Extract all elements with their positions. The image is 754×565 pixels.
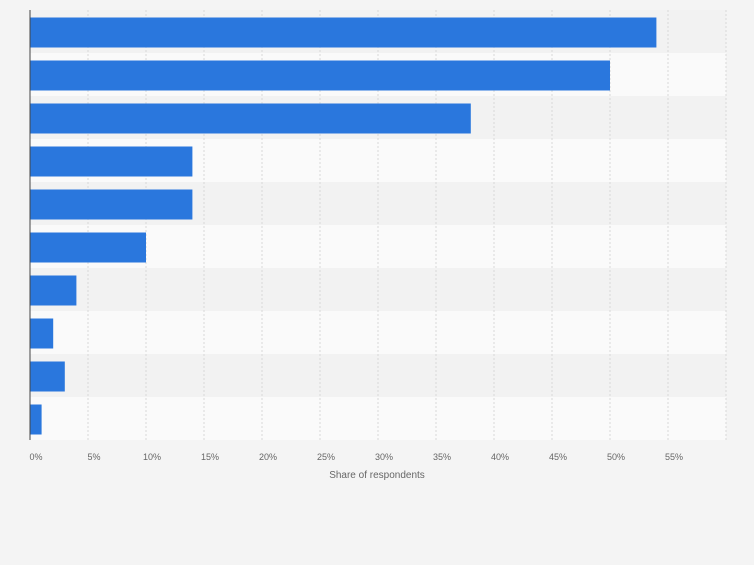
x-tick-label: 45%	[549, 452, 567, 462]
x-tick-label: 35%	[433, 452, 451, 462]
bar	[30, 318, 54, 349]
x-tick-label: 20%	[259, 452, 277, 462]
bar	[30, 232, 146, 263]
bar	[30, 189, 193, 220]
x-tick-label: 10%	[143, 452, 161, 462]
x-tick-label: 30%	[375, 452, 393, 462]
x-tick-label: 5%	[87, 452, 100, 462]
x-tick-label: 40%	[491, 452, 509, 462]
x-tick-label: 25%	[317, 452, 335, 462]
bar	[30, 60, 610, 91]
bar	[30, 361, 65, 392]
x-tick-label: 15%	[201, 452, 219, 462]
bar	[30, 103, 471, 134]
bar	[30, 17, 657, 48]
x-tick-labels: 0% 5% 10% 15% 20% 25% 30% 35% 40% 45% 50% 55%	[29, 452, 683, 462]
bar	[30, 146, 193, 177]
x-tick-label: 55%	[665, 452, 683, 462]
bar	[30, 275, 77, 306]
bars	[30, 17, 657, 435]
x-axis-label: Share of respondents	[329, 470, 425, 481]
x-tick-label: 50%	[607, 452, 625, 462]
bar	[30, 404, 42, 435]
x-tick-label: 0%	[29, 452, 42, 462]
